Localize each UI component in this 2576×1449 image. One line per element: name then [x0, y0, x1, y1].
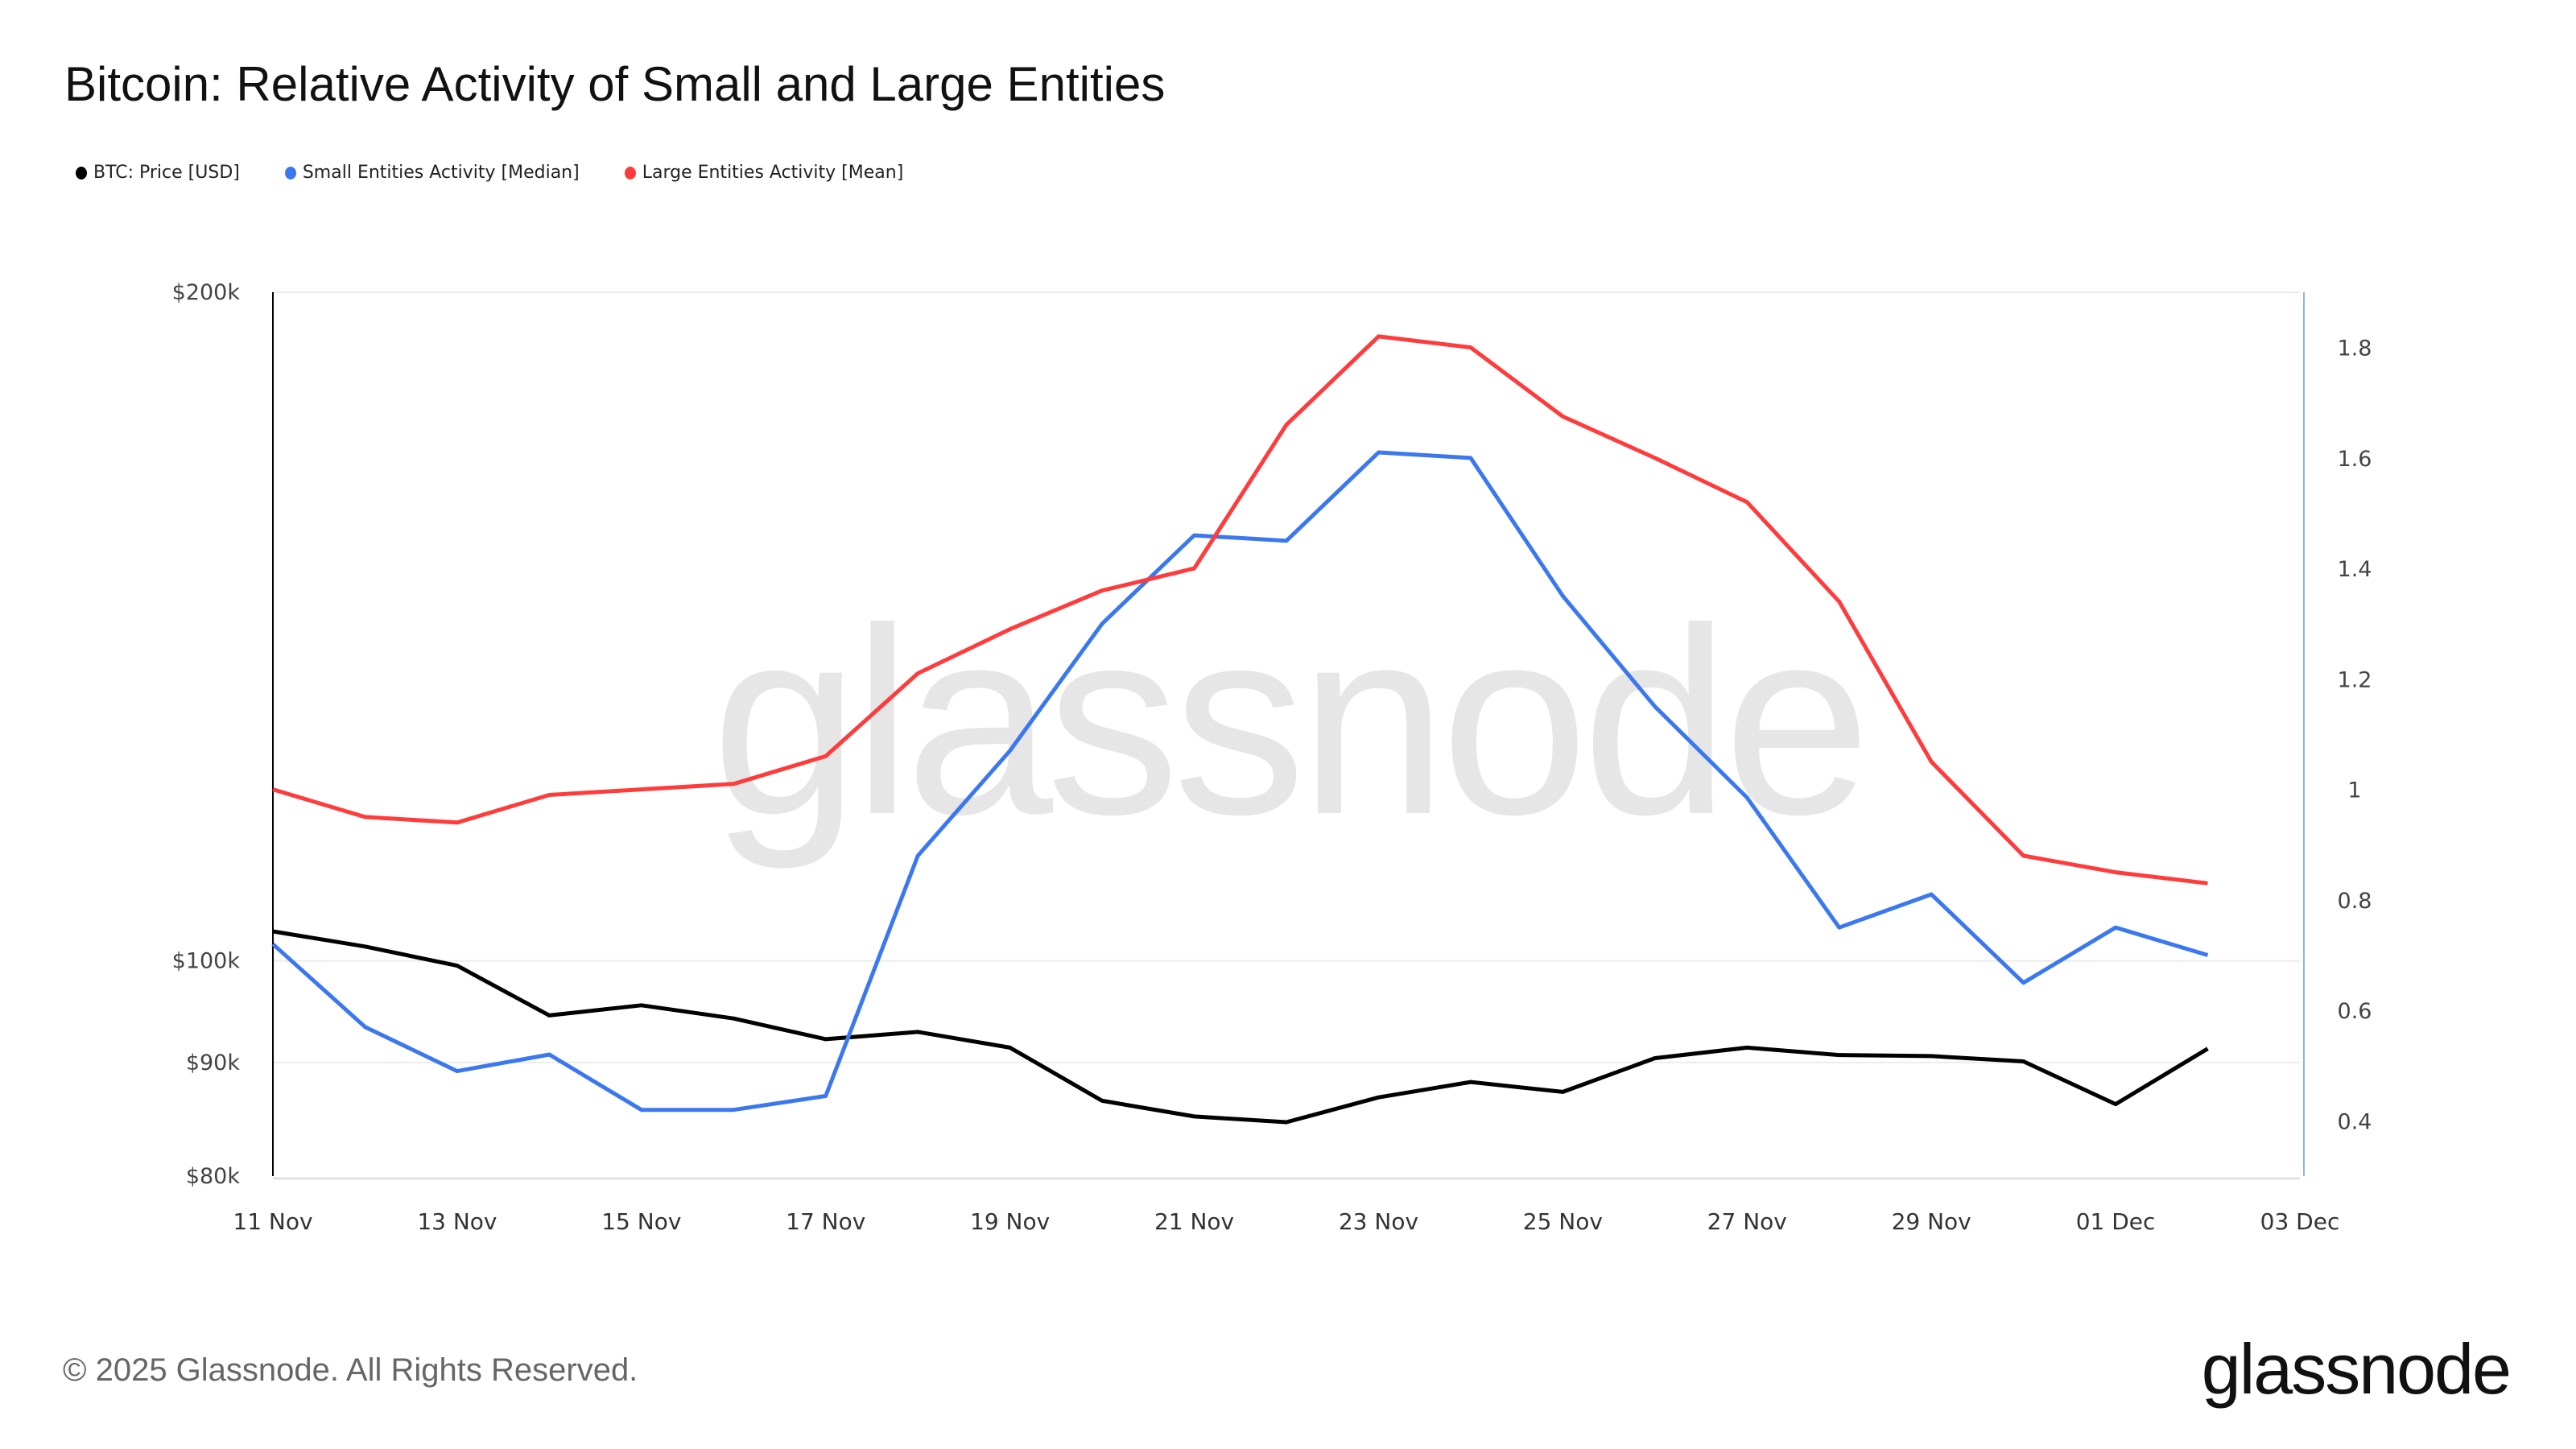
x-tick-label: 21 Nov — [1154, 1208, 1234, 1235]
y-right-tick-label: 1.8 — [2338, 336, 2372, 361]
legend-dot — [284, 166, 296, 180]
series-line-1 — [271, 450, 2209, 1113]
x-tick-label: 03 Dec — [2260, 1208, 2340, 1235]
x-tick-label: 29 Nov — [1892, 1208, 1971, 1235]
glassnode-logo: glassnode — [2201, 1329, 2512, 1409]
legend-item-small[interactable]: Small Entities Activity [Median] — [284, 163, 580, 183]
x-tick-label: 15 Nov — [601, 1208, 681, 1235]
legend-item-large[interactable]: Large Entities Activity [Mean] — [624, 163, 904, 183]
x-tick-label: 27 Nov — [1707, 1208, 1787, 1235]
y-right-tick-label: 1.2 — [2338, 667, 2372, 692]
series-line-0 — [272, 929, 2209, 1125]
chart-title: Bitcoin: Relative Activity of Small and … — [64, 57, 1166, 111]
x-tick-label: 23 Nov — [1339, 1208, 1418, 1235]
y-left-tick-label: $100k — [172, 949, 241, 974]
y-right-tick-label: 1.4 — [2338, 557, 2372, 582]
legend-item-price[interactable]: BTC: Price [USD] — [76, 163, 240, 183]
x-tick-label: 17 Nov — [786, 1208, 865, 1235]
y-right-tick-label: 0.6 — [2338, 999, 2372, 1024]
y-right-tick-label: 1 — [2347, 778, 2361, 803]
x-tick-label: 01 Dec — [2076, 1208, 2156, 1235]
series-line-2 — [272, 334, 2208, 886]
x-tick-label: 25 Nov — [1523, 1208, 1603, 1235]
legend: BTC: Price [USD] Small Entities Activity… — [76, 163, 903, 183]
legend-label: Large Entities Activity [Mean] — [642, 163, 904, 183]
copyright-footer: © 2025 Glassnode. All Rights Reserved. — [63, 1352, 638, 1388]
legend-dot — [624, 166, 636, 180]
legend-label: Small Entities Activity [Median] — [302, 163, 580, 183]
y-left-tick-label: $200k — [172, 280, 241, 305]
y-right-tick-label: 1.6 — [2338, 447, 2372, 472]
y-left-tick-label: $80k — [186, 1164, 241, 1189]
watermark: glassnode — [712, 572, 1865, 871]
legend-label: BTC: Price [USD] — [93, 163, 240, 183]
y-right-tick-label: 0.8 — [2338, 889, 2372, 914]
x-tick-label: 13 Nov — [417, 1208, 497, 1235]
x-tick-label: 19 Nov — [970, 1208, 1050, 1235]
legend-dot — [76, 166, 87, 180]
y-right-tick-label: 0.4 — [2338, 1109, 2372, 1134]
x-tick-label: 11 Nov — [233, 1208, 312, 1235]
y-left-tick-label: $90k — [186, 1051, 241, 1075]
